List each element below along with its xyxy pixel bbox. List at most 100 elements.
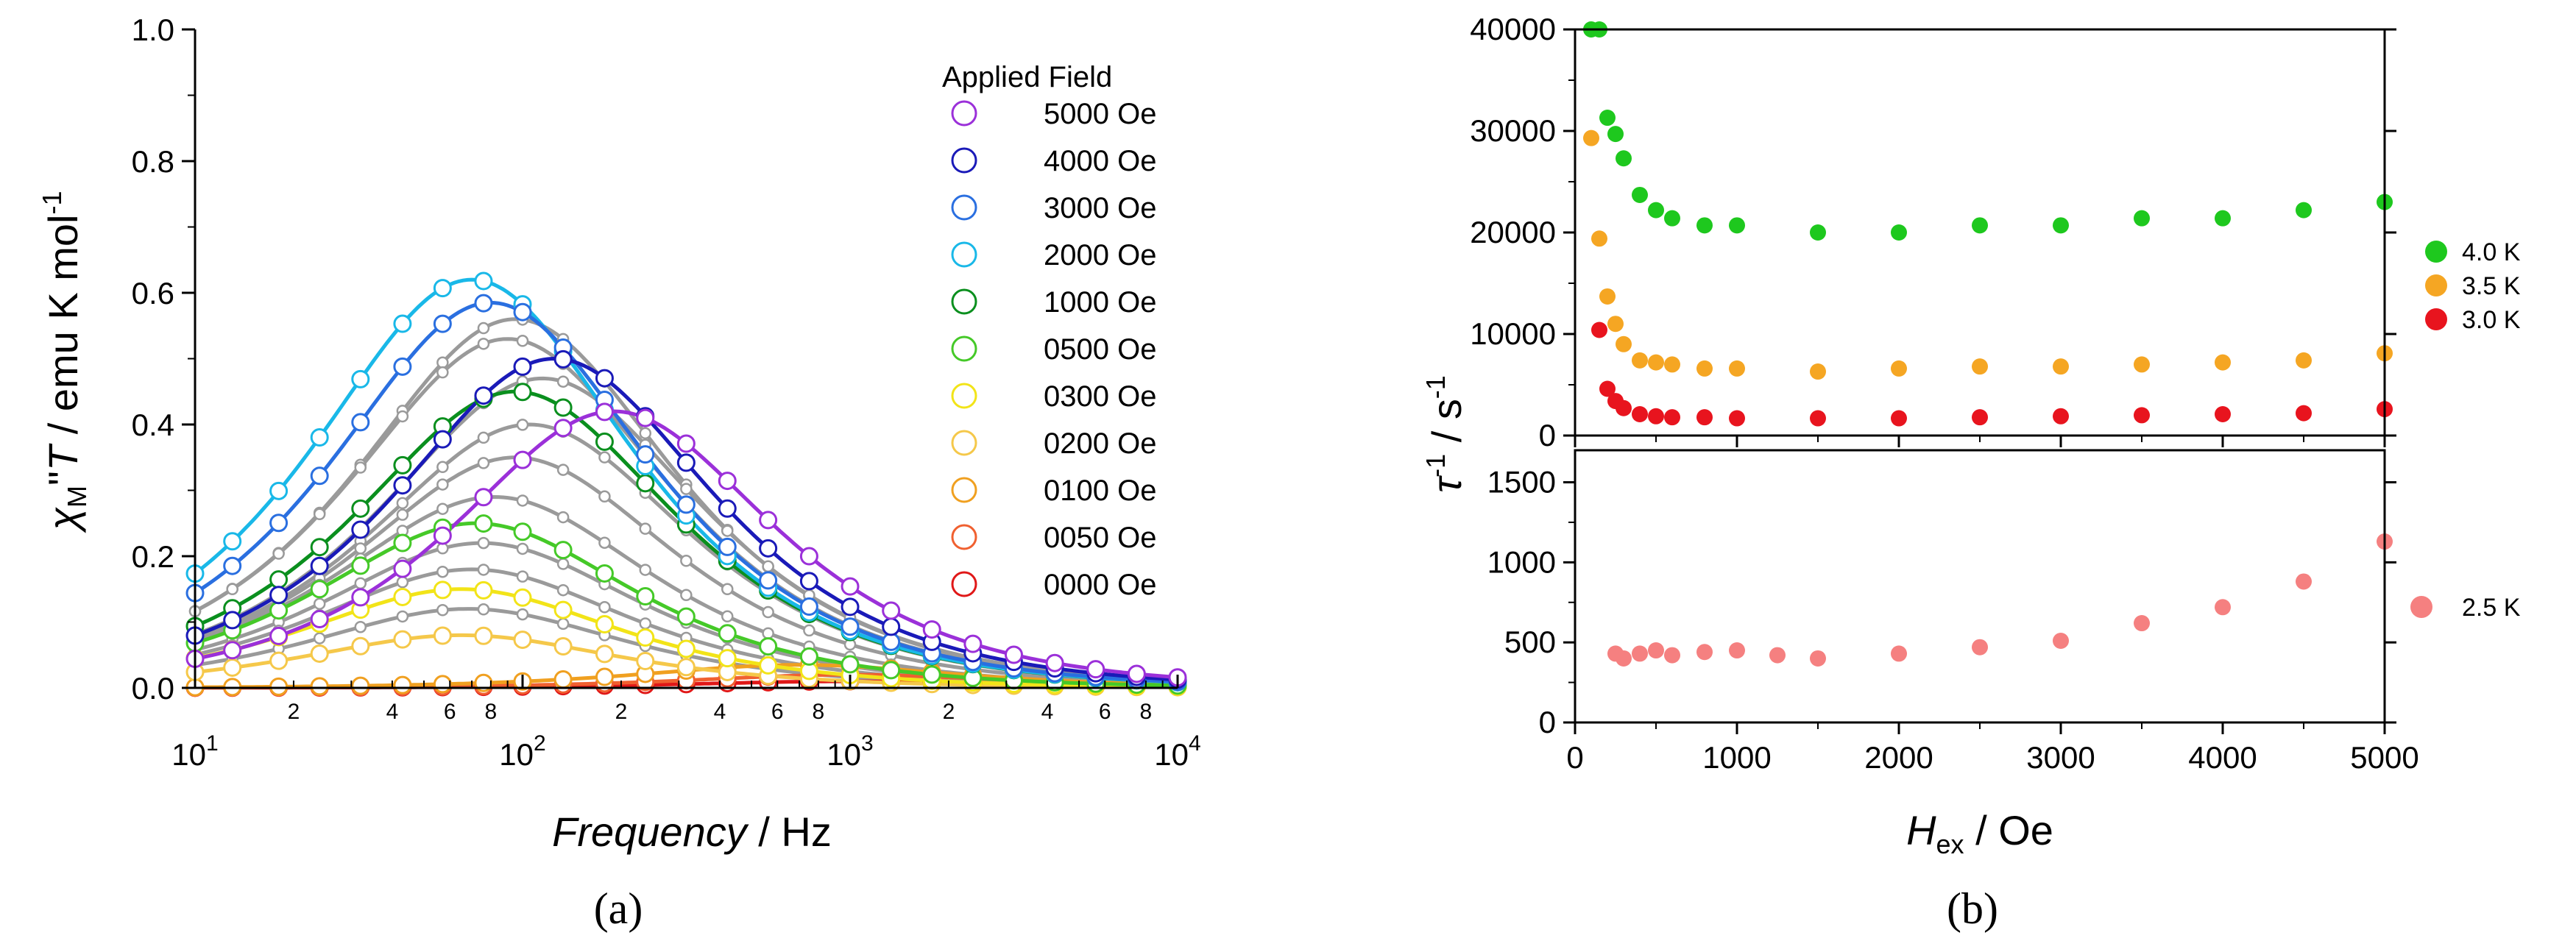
a-data-point: [676, 639, 696, 658]
a-data-point: [474, 488, 493, 507]
b-data-points: [1583, 21, 2393, 667]
a-data-point: [841, 597, 860, 617]
b-ylabel-units: / s: [1423, 399, 1470, 454]
a-data-point: [759, 511, 778, 530]
b-legend: 4.0 K 3.5 K 3.0 K 2.5 K: [2410, 238, 2521, 622]
b-lower-y-tick-label: 1000: [1487, 544, 1556, 579]
a-data-point: [676, 495, 696, 514]
b-x-tick-label: 5000: [2350, 740, 2418, 775]
b-lower-point: [1891, 645, 1907, 662]
a-x-tick-label: 101: [171, 731, 218, 772]
a-data-point: [841, 577, 860, 596]
a-gray-point: [639, 617, 652, 630]
a-gray-point: [556, 583, 570, 597]
a-ylabel-sub: M: [62, 486, 92, 508]
a-x-tick-label: 104: [1154, 731, 1200, 772]
a-gray-point: [598, 490, 611, 503]
b-upper-point: [1972, 358, 1988, 375]
a-data-point: [310, 677, 329, 696]
a-data-point: [310, 610, 329, 629]
b-lower-point: [2134, 615, 2150, 632]
a-legend-label: 5000 Oe: [1044, 98, 1156, 130]
a-data-point: [474, 294, 493, 313]
b-lower-point: [1616, 650, 1632, 667]
b-upper-point: [1972, 409, 1988, 426]
b-upper-point: [1607, 126, 1624, 143]
a-data-point: [595, 667, 614, 686]
a-y-tick-label: 1.0: [132, 13, 174, 47]
a-data-point: [269, 481, 289, 500]
a-data-point: [718, 649, 737, 668]
a-ylabel-quote: ": [40, 471, 86, 486]
a-x-minor-label: 6: [1099, 700, 1111, 724]
a-gray-point: [556, 617, 570, 630]
a-data-point: [513, 302, 532, 322]
a-data-point: [595, 432, 614, 451]
a-data-point: [513, 522, 532, 541]
a-gray-point: [272, 547, 285, 560]
a-data-point: [269, 651, 289, 670]
a-data-point: [513, 630, 532, 650]
a-data-point: [310, 580, 329, 599]
a-legend-label: 1000 Oe: [1044, 286, 1156, 319]
a-x-minor-label: 2: [288, 700, 300, 724]
a-x-tick-label: 102: [499, 731, 545, 772]
a-data-point: [676, 607, 696, 626]
a-legend-marker: [951, 100, 977, 127]
a-data-point: [393, 455, 412, 475]
b-upper-point: [1729, 410, 1745, 427]
b-upper-point: [1599, 110, 1616, 127]
b-lower-point: [2215, 599, 2231, 616]
b-lower-y-tick-label: 0: [1539, 705, 1556, 739]
a-data-point: [351, 588, 370, 607]
a-data-point: [595, 644, 614, 664]
b-upper-point: [1583, 129, 1599, 146]
a-data-point: [553, 349, 573, 369]
a-data-point: [1045, 653, 1064, 672]
b-upper-point: [1729, 360, 1745, 377]
a-data-point: [513, 383, 532, 402]
a-gray-point: [516, 335, 529, 347]
b-legend-marker: [2425, 308, 2447, 330]
a-data-point: [718, 499, 737, 518]
a-data-point: [393, 476, 412, 495]
b-upper-point: [1891, 410, 1907, 427]
a-gray-point: [556, 375, 570, 388]
a-data-point: [759, 637, 778, 656]
a-gray-point: [721, 583, 734, 596]
a-gray-point: [436, 356, 449, 369]
b-upper-point: [1599, 288, 1616, 305]
b-upper-point: [1810, 363, 1826, 380]
a-ylabel-T: T: [40, 443, 86, 471]
a-data-point: [636, 408, 655, 427]
a-gray-point: [436, 478, 449, 491]
b-upper-point: [1891, 360, 1907, 377]
a-data-point: [474, 386, 493, 405]
a-x-tick-exp: 4: [1189, 731, 1201, 756]
a-gray-point: [396, 497, 409, 510]
a-gray-point: [436, 565, 449, 578]
a-gray-point: [396, 508, 409, 521]
a-legend-label: 0050 Oe: [1044, 522, 1156, 554]
a-legend-marker: [951, 147, 977, 174]
a-data-point: [433, 314, 452, 333]
a-data-point: [759, 656, 778, 675]
a-gray-point: [313, 508, 326, 521]
b-lower-point: [1696, 644, 1713, 661]
a-gray-point: [516, 494, 529, 507]
a-data-point: [963, 634, 983, 653]
a-gray-point: [556, 463, 570, 476]
a-x-minor-label: 2: [943, 700, 955, 724]
a-ylabel-chi: χ: [40, 507, 86, 534]
b-upper-point: [1664, 210, 1680, 227]
a-data-point: [474, 580, 493, 600]
a-gray-point: [556, 511, 570, 524]
b-upper-point: [1810, 410, 1826, 427]
a-data-point: [474, 626, 493, 645]
b-upper-point: [1696, 409, 1713, 426]
b-lower-point: [1769, 647, 1786, 664]
a-data-points: [185, 271, 1187, 697]
a-gray-point: [598, 536, 611, 549]
